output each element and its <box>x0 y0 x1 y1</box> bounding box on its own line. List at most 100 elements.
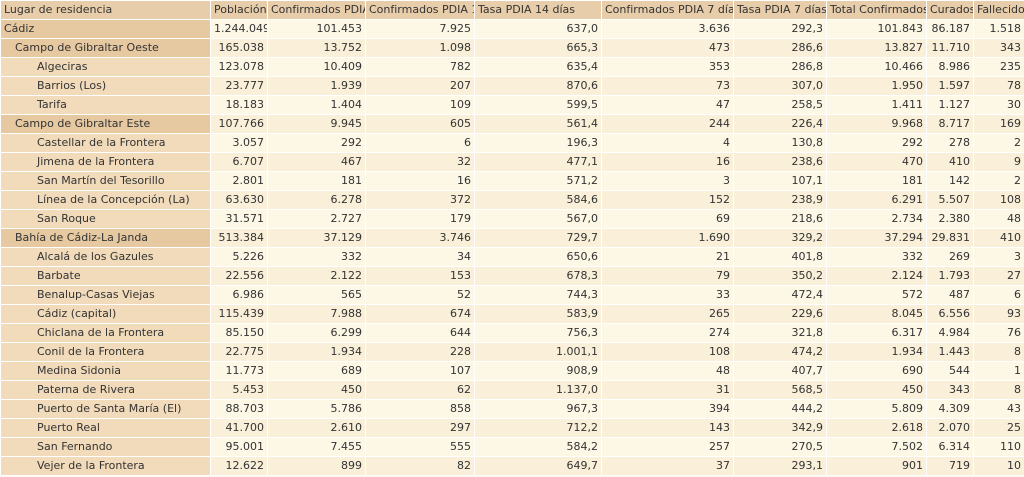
value-cell: 32 <box>365 152 475 172</box>
place-name[interactable]: Medina Sidonia <box>0 361 211 381</box>
municipality-row: Vejer de la Frontera 12.622 899 82 649,7 37 29… <box>0 456 1024 476</box>
place-name[interactable]: Puerto de Santa María (El) <box>0 399 211 419</box>
place-name[interactable]: Jimena de la Frontera <box>0 152 211 172</box>
value-cell: 565 <box>267 285 366 305</box>
value-cell: 238,6 <box>733 152 827 172</box>
place-name[interactable]: Puerto Real <box>0 418 211 438</box>
value-cell: 6.986 <box>210 285 268 305</box>
value-cell: 513.384 <box>210 228 268 248</box>
value-cell: 10 <box>973 456 1024 476</box>
value-cell: 130,8 <box>733 133 827 153</box>
value-cell: 1.950 <box>826 76 927 96</box>
place-name[interactable]: Vejer de la Frontera <box>0 456 211 476</box>
value-cell: 7.925 <box>365 19 475 39</box>
place-name[interactable]: San Roque <box>0 209 211 229</box>
column-header[interactable]: Lugar de residencia <box>0 0 211 20</box>
place-name[interactable]: Paterna de Rivera <box>0 380 211 400</box>
municipality-row: Benalup-Casas Viejas 6.986 565 52 744,3 33 472… <box>0 285 1024 305</box>
place-name[interactable]: Cádiz <box>0 19 211 39</box>
value-cell: 329,2 <box>733 228 827 248</box>
value-cell: 6.317 <box>826 323 927 343</box>
value-cell: 605 <box>365 114 475 134</box>
value-cell: 8 <box>973 380 1024 400</box>
place-name[interactable]: Línea de la Concepción (La) <box>0 190 211 210</box>
value-cell: 583,9 <box>474 304 602 324</box>
column-header[interactable]: Población <box>210 0 268 20</box>
place-name[interactable]: Campo de Gibraltar Oeste <box>0 38 211 58</box>
value-cell: 472,4 <box>733 285 827 305</box>
place-name[interactable]: Barrios (Los) <box>0 76 211 96</box>
value-cell: 37.129 <box>267 228 366 248</box>
value-cell: 107,1 <box>733 171 827 191</box>
place-name[interactable]: Benalup-Casas Viejas <box>0 285 211 305</box>
table-body: Cádiz 1.244.049 101.453 7.925 637,0 3.636 292,… <box>0 19 1024 476</box>
value-cell: 258,5 <box>733 95 827 115</box>
place-name[interactable]: Cádiz (capital) <box>0 304 211 324</box>
place-name[interactable]: Castellar de la Frontera <box>0 133 211 153</box>
value-cell: 101.453 <box>267 19 366 39</box>
value-cell: 561,4 <box>474 114 602 134</box>
column-header[interactable]: Total Confirmados <box>826 0 927 20</box>
value-cell: 292 <box>267 133 366 153</box>
value-cell: 286,6 <box>733 38 827 58</box>
place-name[interactable]: Campo de Gibraltar Este <box>0 114 211 134</box>
value-cell: 6 <box>365 133 475 153</box>
value-cell: 179 <box>365 209 475 229</box>
value-cell: 27 <box>973 266 1024 286</box>
value-cell: 292 <box>826 133 927 153</box>
place-name[interactable]: Algeciras <box>0 57 211 77</box>
value-cell: 644 <box>365 323 475 343</box>
municipality-row: Línea de la Concepción (La) 63.630 6.278 37… <box>0 190 1024 210</box>
column-header[interactable]: Curados <box>926 0 974 20</box>
value-cell: 450 <box>267 380 366 400</box>
value-cell: 599,5 <box>474 95 602 115</box>
value-cell: 544 <box>926 361 974 381</box>
value-cell: 474,2 <box>733 342 827 362</box>
value-cell: 62 <box>365 380 475 400</box>
value-cell: 2.380 <box>926 209 974 229</box>
place-name[interactable]: San Martín del Tesorillo <box>0 171 211 191</box>
value-cell: 7.455 <box>267 437 366 457</box>
place-name[interactable]: Chiclana de la Frontera <box>0 323 211 343</box>
municipality-row: Castellar de la Frontera 3.057 292 6 196,3 4 1… <box>0 133 1024 153</box>
value-cell: 407,7 <box>733 361 827 381</box>
value-cell: 650,6 <box>474 247 602 267</box>
value-cell: 908,9 <box>474 361 602 381</box>
value-cell: 8.986 <box>926 57 974 77</box>
value-cell: 37 <box>601 456 734 476</box>
column-header[interactable]: Confirmados PDIA 7 días <box>601 0 734 20</box>
place-name[interactable]: Tarifa <box>0 95 211 115</box>
place-name[interactable]: Conil de la Frontera <box>0 342 211 362</box>
value-cell: 6.291 <box>826 190 927 210</box>
value-cell: 9.968 <box>826 114 927 134</box>
value-cell: 744,3 <box>474 285 602 305</box>
place-name[interactable]: Barbate <box>0 266 211 286</box>
value-cell: 5.453 <box>210 380 268 400</box>
value-cell: 244 <box>601 114 734 134</box>
value-cell: 5.507 <box>926 190 974 210</box>
column-header[interactable]: Confirmados PDIA <box>267 0 366 20</box>
place-name[interactable]: Bahía de Cádiz-La Janda <box>0 228 211 248</box>
value-cell: 95.001 <box>210 437 268 457</box>
value-cell: 343 <box>973 38 1024 58</box>
column-header[interactable]: Tasa PDIA 7 días <box>733 0 827 20</box>
value-cell: 76 <box>973 323 1024 343</box>
value-cell: 1.690 <box>601 228 734 248</box>
place-name[interactable]: San Fernando <box>0 437 211 457</box>
value-cell: 297 <box>365 418 475 438</box>
value-cell: 712,2 <box>474 418 602 438</box>
column-header[interactable]: Fallecidos <box>973 0 1024 20</box>
value-cell: 11.773 <box>210 361 268 381</box>
value-cell: 1.127 <box>926 95 974 115</box>
value-cell: 870,6 <box>474 76 602 96</box>
value-cell: 467 <box>267 152 366 172</box>
value-cell: 52 <box>365 285 475 305</box>
value-cell: 967,3 <box>474 399 602 419</box>
column-header[interactable]: Tasa PDIA 14 días <box>474 0 602 20</box>
value-cell: 48 <box>601 361 734 381</box>
value-cell: 115.439 <box>210 304 268 324</box>
column-header[interactable]: Confirmados PDIA 14 días <box>365 0 475 20</box>
place-name[interactable]: Alcalá de los Gazules <box>0 247 211 267</box>
value-cell: 269 <box>926 247 974 267</box>
